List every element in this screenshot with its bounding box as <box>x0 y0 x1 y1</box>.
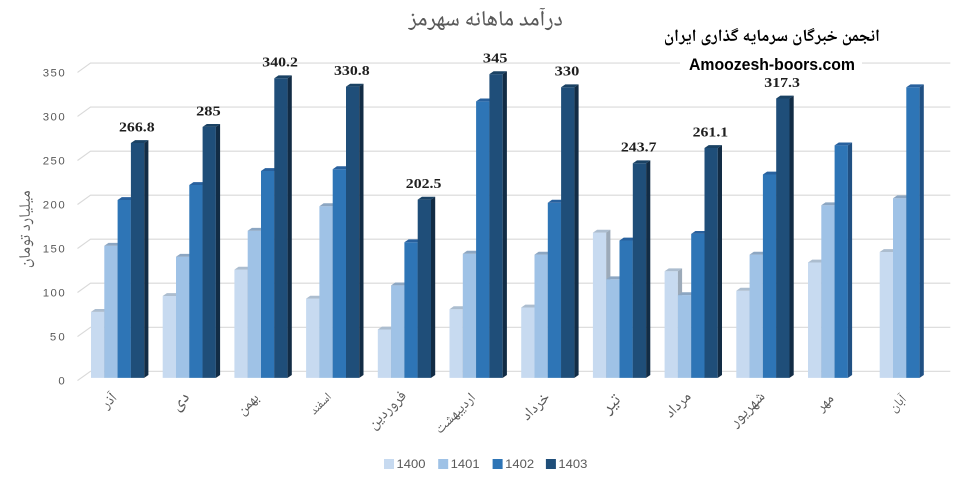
svg-text:1403: 1403 <box>558 457 587 471</box>
svg-text:243.7: 243.7 <box>621 141 657 156</box>
svg-text:0: 0 <box>58 376 64 388</box>
svg-text:285: 285 <box>196 104 221 119</box>
svg-text:266.8: 266.8 <box>119 120 155 135</box>
svg-text:250: 250 <box>43 156 65 168</box>
svg-text:300: 300 <box>43 111 65 123</box>
svg-text:330.8: 330.8 <box>334 64 370 79</box>
svg-text:1400: 1400 <box>397 457 426 471</box>
svg-text:200: 200 <box>43 200 65 212</box>
svg-text:1402: 1402 <box>505 457 534 471</box>
svg-text:261.1: 261.1 <box>693 125 729 140</box>
svg-text:202.5: 202.5 <box>406 177 442 192</box>
svg-text:150: 150 <box>43 244 65 256</box>
svg-text:330: 330 <box>555 65 580 80</box>
svg-text:317.3: 317.3 <box>764 76 800 91</box>
svg-text:Amoozesh-boors.com: Amoozesh-boors.com <box>689 56 855 74</box>
svg-text:345: 345 <box>483 52 508 67</box>
svg-text:340.2: 340.2 <box>262 56 298 71</box>
svg-text:100: 100 <box>43 288 65 300</box>
svg-text:350: 350 <box>43 67 65 79</box>
svg-text:1401: 1401 <box>451 457 480 471</box>
